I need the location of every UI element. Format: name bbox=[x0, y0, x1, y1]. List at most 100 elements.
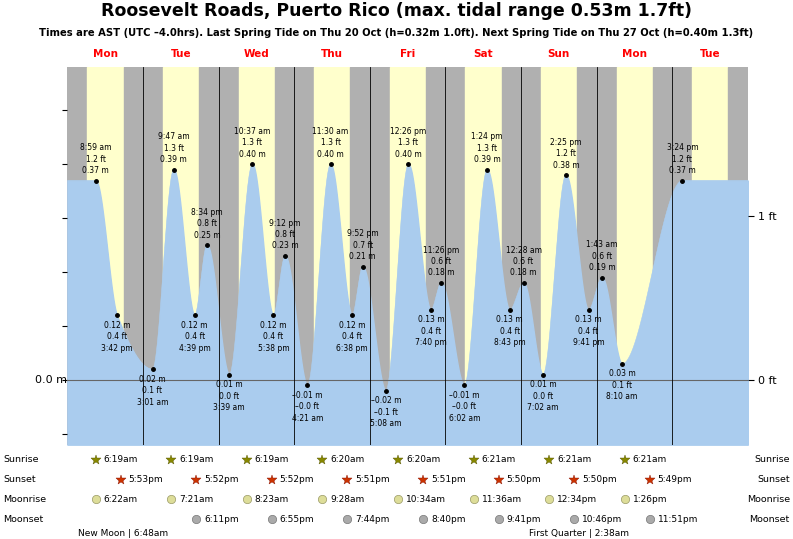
Text: 3:24 pm
1.2 ft
0.37 m: 3:24 pm 1.2 ft 0.37 m bbox=[667, 143, 699, 175]
Bar bbox=[294, 67, 314, 445]
Text: 01-Nov: 01-Nov bbox=[689, 67, 730, 77]
Text: 0.13 m
0.4 ft
8:43 pm: 0.13 m 0.4 ft 8:43 pm bbox=[494, 315, 526, 347]
Text: 8:23am: 8:23am bbox=[255, 495, 289, 504]
Bar bbox=[219, 67, 239, 445]
Bar bbox=[275, 67, 294, 445]
Bar bbox=[163, 67, 199, 445]
Text: Moonset: Moonset bbox=[3, 515, 44, 524]
Text: 26-Oct: 26-Oct bbox=[237, 67, 276, 77]
Text: 6:19am: 6:19am bbox=[179, 455, 213, 464]
Text: 7:44pm: 7:44pm bbox=[355, 515, 389, 524]
Bar bbox=[351, 67, 370, 445]
Text: 1:43 am
0.6 ft
0.19 m: 1:43 am 0.6 ft 0.19 m bbox=[586, 240, 618, 272]
Text: 1:26pm: 1:26pm bbox=[633, 495, 668, 504]
Text: 5:50pm: 5:50pm bbox=[507, 475, 541, 484]
Text: 5:51pm: 5:51pm bbox=[355, 475, 390, 484]
Bar bbox=[426, 67, 446, 445]
Text: 12:28 am
0.6 ft
0.18 m: 12:28 am 0.6 ft 0.18 m bbox=[506, 246, 542, 278]
Text: 0.13 m
0.4 ft
9:41 pm: 0.13 m 0.4 ft 9:41 pm bbox=[573, 315, 604, 347]
Text: 0.03 m
0.1 ft
8:10 am: 0.03 m 0.1 ft 8:10 am bbox=[607, 369, 638, 401]
Bar bbox=[541, 67, 577, 445]
Bar bbox=[596, 67, 616, 445]
Text: 2:25 pm
1.2 ft
0.38 m: 2:25 pm 1.2 ft 0.38 m bbox=[550, 138, 581, 170]
Text: 8:40pm: 8:40pm bbox=[431, 515, 465, 524]
Text: –0.01 m
–0.0 ft
4:21 am: –0.01 m –0.0 ft 4:21 am bbox=[292, 391, 323, 423]
Text: 5:53pm: 5:53pm bbox=[128, 475, 163, 484]
Bar bbox=[502, 67, 521, 445]
Text: 11:30 am
1.3 ft
0.40 m: 11:30 am 1.3 ft 0.40 m bbox=[312, 127, 349, 159]
Text: 6:21am: 6:21am bbox=[557, 455, 592, 464]
Text: 30-Oct: 30-Oct bbox=[539, 67, 578, 77]
Text: –0.01 m
–0.0 ft
6:02 am: –0.01 m –0.0 ft 6:02 am bbox=[449, 391, 480, 423]
Text: 8:34 pm
0.8 ft
0.25 m: 8:34 pm 0.8 ft 0.25 m bbox=[191, 208, 223, 240]
Bar bbox=[124, 67, 143, 445]
Text: 0.12 m
0.4 ft
3:42 pm: 0.12 m 0.4 ft 3:42 pm bbox=[102, 321, 132, 353]
Text: Fri: Fri bbox=[400, 49, 416, 59]
Text: Thu: Thu bbox=[321, 49, 343, 59]
Text: 6:19am: 6:19am bbox=[255, 455, 289, 464]
Text: 7:21am: 7:21am bbox=[179, 495, 213, 504]
Text: 6:20am: 6:20am bbox=[406, 455, 440, 464]
Text: Roosevelt Roads, Puerto Rico (max. tidal range 0.53m 1.7ft): Roosevelt Roads, Puerto Rico (max. tidal… bbox=[101, 2, 692, 20]
Text: 6:21am: 6:21am bbox=[481, 455, 516, 464]
Text: 31-Oct: 31-Oct bbox=[615, 67, 653, 77]
Text: 5:49pm: 5:49pm bbox=[657, 475, 692, 484]
Bar bbox=[465, 67, 502, 445]
Bar bbox=[389, 67, 426, 445]
Text: 11:36am: 11:36am bbox=[481, 495, 522, 504]
Text: 5:52pm: 5:52pm bbox=[280, 475, 314, 484]
Text: 10:37 am
1.3 ft
0.40 m: 10:37 am 1.3 ft 0.40 m bbox=[234, 127, 270, 159]
Text: 0.01 m
0.0 ft
3:39 am: 0.01 m 0.0 ft 3:39 am bbox=[213, 380, 245, 412]
Text: 1:24 pm
1.3 ft
0.39 m: 1:24 pm 1.3 ft 0.39 m bbox=[471, 133, 503, 164]
Text: First Quarter | 2:38am: First Quarter | 2:38am bbox=[529, 529, 629, 538]
Text: 6:20am: 6:20am bbox=[331, 455, 365, 464]
Text: Tue: Tue bbox=[170, 49, 191, 59]
Text: 6:22am: 6:22am bbox=[104, 495, 138, 504]
Text: Sunset: Sunset bbox=[757, 475, 790, 484]
Bar bbox=[67, 67, 87, 445]
Text: 10:46pm: 10:46pm bbox=[582, 515, 623, 524]
Text: 9:12 pm
0.8 ft
0.23 m: 9:12 pm 0.8 ft 0.23 m bbox=[270, 219, 301, 251]
Bar bbox=[653, 67, 672, 445]
Text: 0.12 m
0.4 ft
5:38 pm: 0.12 m 0.4 ft 5:38 pm bbox=[258, 321, 289, 353]
Bar bbox=[370, 67, 389, 445]
Text: 5:50pm: 5:50pm bbox=[582, 475, 617, 484]
Bar bbox=[672, 67, 692, 445]
Bar bbox=[521, 67, 541, 445]
Text: Sunset: Sunset bbox=[3, 475, 36, 484]
Text: 28-Oct: 28-Oct bbox=[389, 67, 427, 77]
Text: 29-Oct: 29-Oct bbox=[464, 67, 503, 77]
Text: Wed: Wed bbox=[243, 49, 270, 59]
Text: 11:51pm: 11:51pm bbox=[657, 515, 698, 524]
Text: Mon: Mon bbox=[622, 49, 647, 59]
Text: Moonrise: Moonrise bbox=[747, 495, 790, 504]
Text: 0.01 m
0.0 ft
7:02 am: 0.01 m 0.0 ft 7:02 am bbox=[527, 380, 559, 412]
Text: 10:34am: 10:34am bbox=[406, 495, 446, 504]
Text: 0.12 m
0.4 ft
6:38 pm: 0.12 m 0.4 ft 6:38 pm bbox=[336, 321, 368, 353]
Bar bbox=[692, 67, 729, 445]
Text: Moonrise: Moonrise bbox=[3, 495, 46, 504]
Text: Sat: Sat bbox=[473, 49, 493, 59]
Text: Moonset: Moonset bbox=[749, 515, 790, 524]
Bar bbox=[577, 67, 596, 445]
Text: 5:51pm: 5:51pm bbox=[431, 475, 465, 484]
Bar bbox=[446, 67, 465, 445]
Bar bbox=[87, 67, 124, 445]
Text: Sunrise: Sunrise bbox=[754, 455, 790, 464]
Text: 0.0 m: 0.0 m bbox=[35, 375, 67, 385]
Text: 11:26 pm
0.6 ft
0.18 m: 11:26 pm 0.6 ft 0.18 m bbox=[423, 246, 459, 278]
Text: 27-Oct: 27-Oct bbox=[312, 67, 351, 77]
Text: New Moon | 6:48am: New Moon | 6:48am bbox=[78, 529, 168, 538]
Text: 6:21am: 6:21am bbox=[633, 455, 667, 464]
Text: 9:52 pm
0.7 ft
0.21 m: 9:52 pm 0.7 ft 0.21 m bbox=[347, 230, 378, 261]
Text: 0.12 m
0.4 ft
4:39 pm: 0.12 m 0.4 ft 4:39 pm bbox=[178, 321, 210, 353]
Text: 25-Oct: 25-Oct bbox=[162, 67, 200, 77]
Text: 6:55pm: 6:55pm bbox=[280, 515, 314, 524]
Text: 6:19am: 6:19am bbox=[104, 455, 138, 464]
Text: Sunrise: Sunrise bbox=[3, 455, 39, 464]
Bar bbox=[199, 67, 219, 445]
Text: Mon: Mon bbox=[93, 49, 117, 59]
Text: Times are AST (UTC –4.0hrs). Last Spring Tide on Thu 20 Oct (h=0.32m 1.0ft). Nex: Times are AST (UTC –4.0hrs). Last Spring… bbox=[40, 28, 753, 38]
Text: 24-Oct: 24-Oct bbox=[86, 67, 125, 77]
Text: Tue: Tue bbox=[699, 49, 720, 59]
